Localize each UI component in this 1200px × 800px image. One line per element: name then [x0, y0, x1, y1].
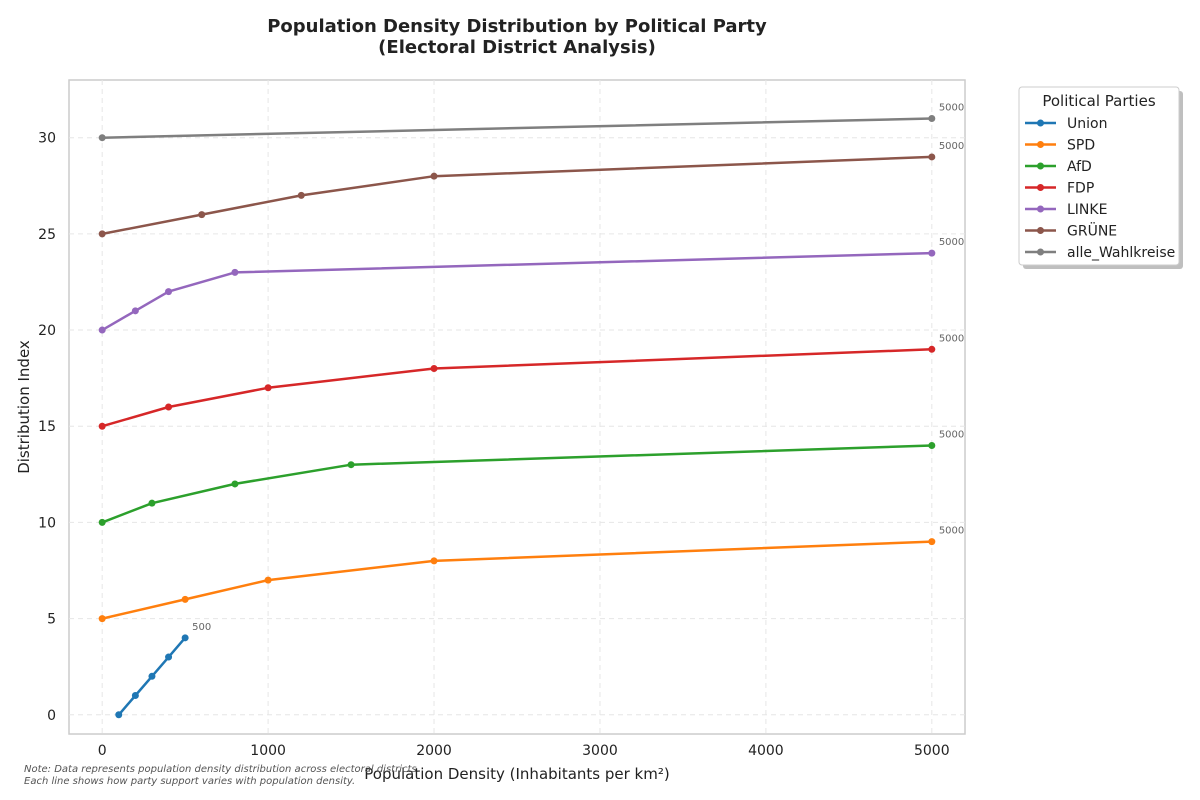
data-point [928, 538, 936, 546]
series-fdp: 5000 [98, 333, 964, 430]
legend-swatch-marker [1037, 119, 1044, 127]
data-point [98, 326, 106, 334]
legend-entries: Union SPD AfD FDP LINKE GRÜNE alle_Wahlkreise [1025, 116, 1175, 261]
data-point [297, 191, 305, 199]
data-point [198, 211, 206, 219]
grid-layer [69, 80, 965, 734]
series-linke: 5000 [98, 237, 964, 334]
series-spd: 5000 [98, 526, 964, 623]
x-tick-label: 2000 [416, 743, 452, 759]
y-tick-label: 10 [38, 515, 56, 531]
data-point [231, 268, 239, 276]
y-tick-label: 15 [38, 419, 56, 435]
legend-swatch-marker [1037, 162, 1044, 170]
legend-label: FDP [1067, 181, 1094, 197]
tick-layer: 0 1000 2000 3000 4000 5000 0 5 10 15 20 25 30 [38, 131, 949, 759]
legend-entry: Union [1025, 116, 1107, 132]
legend-title: Political Parties [1042, 92, 1155, 110]
data-point [98, 230, 106, 238]
legend-entry: GRÜNE [1025, 222, 1117, 240]
data-point [165, 288, 173, 296]
plot-area [68, 79, 966, 735]
data-point [264, 384, 272, 392]
x-tick-label: 3000 [582, 743, 618, 759]
data-point [430, 557, 438, 565]
data-point [148, 499, 156, 507]
legend-swatch-marker [1037, 248, 1044, 256]
legend-swatch-marker [1037, 141, 1044, 148]
y-tick-label: 25 [38, 227, 56, 243]
data-point [928, 441, 936, 449]
legend-label: SPD [1067, 138, 1095, 154]
legend-entry: AfD [1025, 159, 1092, 175]
legend-swatch-marker [1037, 227, 1044, 234]
data-point [165, 653, 173, 661]
data-point [347, 461, 355, 469]
legend-label: Union [1067, 116, 1107, 132]
series-union: 500 [115, 622, 211, 719]
x-tick-label: 0 [98, 743, 107, 759]
series-afd: 5000 [98, 429, 964, 526]
x-tick-label: 5000 [914, 743, 950, 759]
legend-entry: alle_Wahlkreise [1025, 245, 1175, 261]
legend-entry: SPD [1025, 138, 1095, 154]
note-line2: Each line shows how party support varies… [24, 776, 355, 787]
data-point [148, 672, 156, 680]
legend-entry: LINKE [1025, 202, 1107, 218]
legend-label: LINKE [1067, 202, 1107, 218]
end-label: 5000 [939, 237, 964, 248]
y-tick-label: 30 [38, 131, 56, 147]
series-layer: 500 5000 5000 5000 5000 5000 5000 [98, 102, 964, 719]
legend-label: AfD [1067, 159, 1092, 175]
series-gr-ne: 5000 [98, 141, 964, 238]
data-point [430, 172, 438, 180]
series-line [100, 117, 934, 139]
data-point [98, 518, 106, 526]
y-tick-label: 20 [38, 323, 56, 339]
end-label: 5000 [939, 102, 964, 113]
data-point [98, 615, 106, 623]
data-point [115, 711, 123, 719]
end-label: 5000 [939, 141, 964, 152]
legend-swatch-marker [1037, 184, 1044, 191]
legend-label: GRÜNE [1067, 222, 1117, 240]
chart-title-line2: (Electoral District Analysis) [378, 37, 656, 58]
data-point [430, 365, 438, 373]
x-tick-label: 1000 [250, 743, 286, 759]
chart-title-line1: Population Density Distribution by Polit… [267, 16, 767, 37]
data-point [928, 153, 936, 161]
data-point [928, 114, 936, 122]
y-tick-label: 0 [47, 708, 56, 724]
legend-label: alle_Wahlkreise [1067, 245, 1175, 261]
end-label: 5000 [939, 526, 964, 537]
series-alle-wahlkreise: 5000 [98, 102, 964, 142]
end-label: 500 [192, 622, 211, 633]
end-label: 5000 [939, 429, 964, 440]
x-axis-label: Population Density (Inhabitants per km²) [364, 765, 669, 783]
data-point [181, 595, 189, 603]
x-tick-label: 4000 [748, 743, 784, 759]
data-point [165, 403, 173, 411]
data-point [131, 307, 139, 315]
legend-entry: FDP [1025, 181, 1094, 197]
data-point [928, 249, 936, 257]
note-line1: Note: Data represents population density… [24, 764, 420, 775]
data-point [264, 576, 272, 584]
data-point [181, 634, 189, 642]
legend-swatch-marker [1037, 205, 1044, 213]
data-point [928, 345, 936, 353]
data-point [98, 422, 106, 430]
y-tick-label: 5 [47, 612, 56, 628]
data-point [231, 480, 239, 488]
end-label: 5000 [939, 333, 964, 344]
legend: Political Parties Union SPD AfD FDP LINKE GRÜ… [1018, 86, 1183, 269]
data-point [98, 134, 106, 142]
data-point [131, 692, 139, 700]
y-axis-label: Distribution Index [15, 340, 33, 474]
legend-box [1018, 86, 1180, 266]
